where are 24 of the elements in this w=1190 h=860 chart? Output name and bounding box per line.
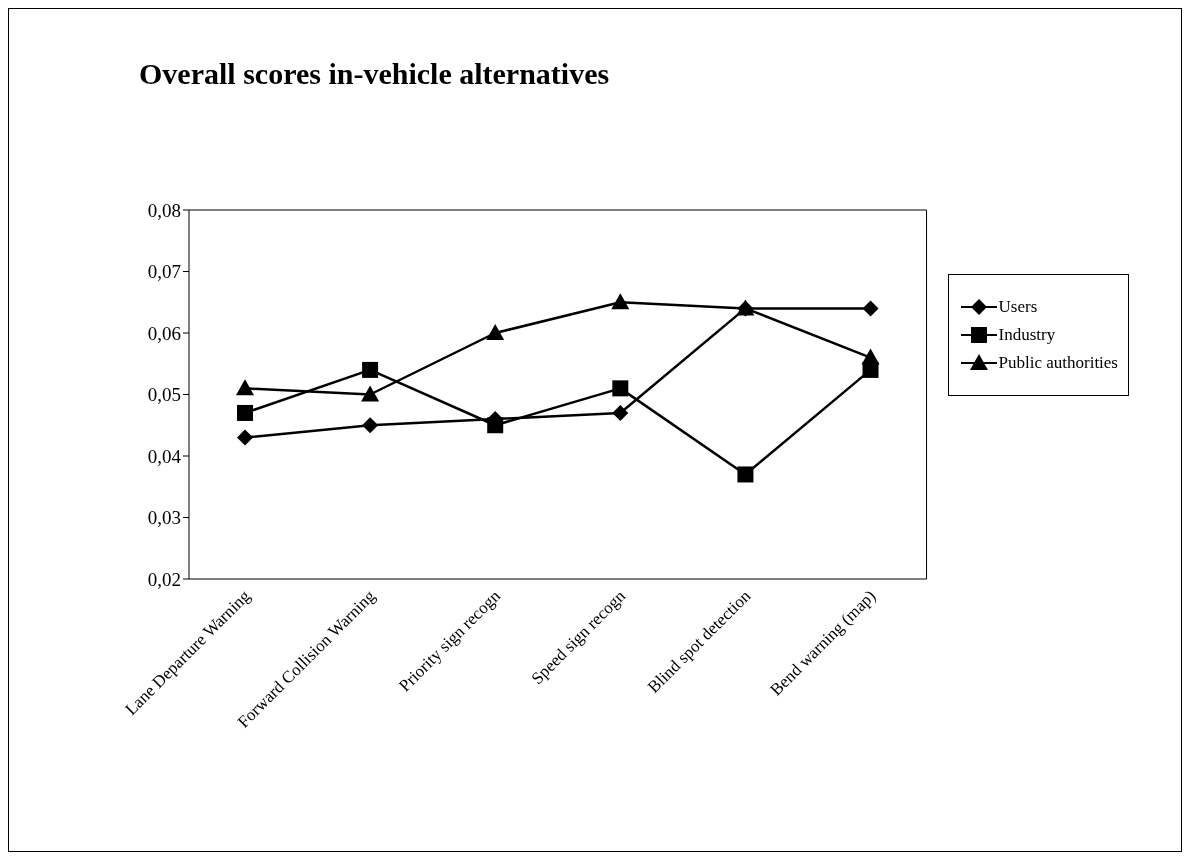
- y-tick-label: 0,08: [147, 199, 181, 221]
- point: [237, 429, 253, 446]
- point: [862, 361, 879, 378]
- point: [486, 324, 505, 340]
- point: [362, 417, 379, 434]
- legend-label: Public authorities: [998, 353, 1118, 373]
- point: [237, 404, 253, 421]
- point: [862, 300, 879, 317]
- y-tick-label: 0,07: [147, 261, 181, 283]
- legend-label: Industry: [998, 325, 1056, 345]
- point: [362, 361, 379, 378]
- chart-title: Overall scores in-vehicle alternatives: [139, 57, 610, 91]
- legend-label: Users: [998, 297, 1038, 317]
- point: [236, 379, 254, 396]
- y-tick-label: 0,06: [147, 322, 181, 344]
- y-tick-label: 0,05: [147, 384, 181, 406]
- point: [361, 385, 380, 402]
- y-tick-label: 0,02: [147, 568, 181, 590]
- point: [737, 466, 754, 483]
- point: [611, 293, 630, 310]
- y-tick-label: 0,03: [147, 507, 181, 529]
- point: [612, 404, 629, 421]
- y-tick-label: 0,04: [147, 445, 182, 467]
- point: [612, 380, 629, 397]
